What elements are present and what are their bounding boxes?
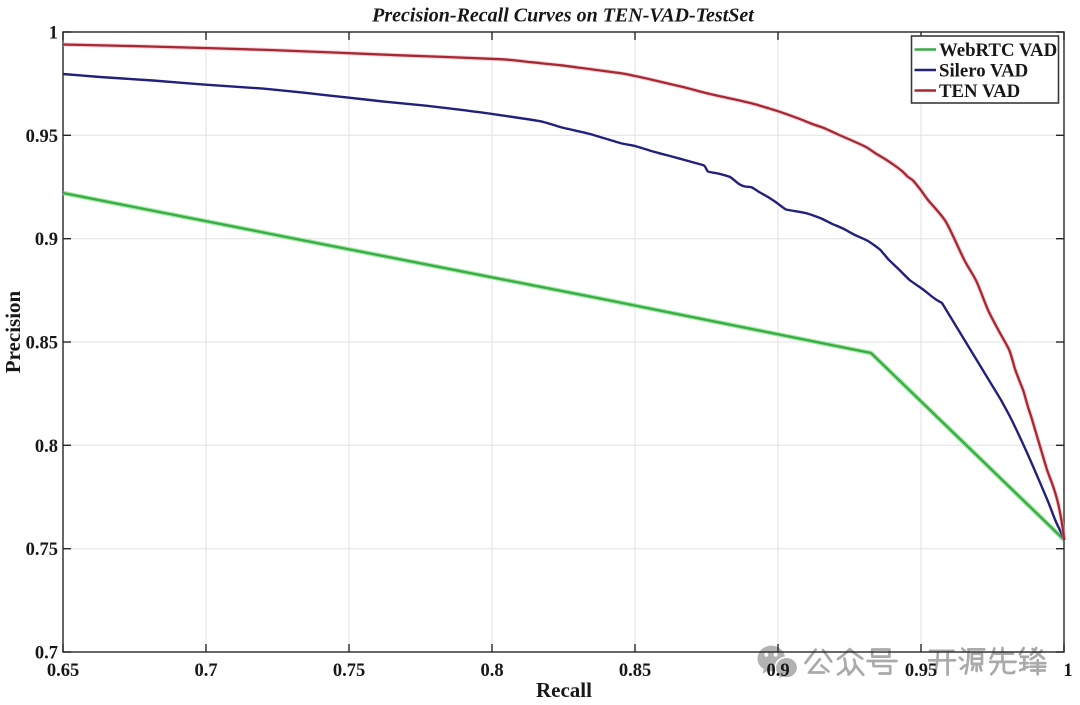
svg-text:WebRTC VAD: WebRTC VAD — [939, 40, 1057, 61]
svg-text:1: 1 — [1063, 661, 1072, 681]
svg-text:0.95: 0.95 — [26, 127, 58, 147]
svg-text:0.7: 0.7 — [194, 661, 217, 681]
svg-text:0.9: 0.9 — [766, 661, 789, 681]
svg-text:Recall: Recall — [536, 678, 592, 702]
svg-text:0.65: 0.65 — [47, 661, 79, 681]
svg-text:0.95: 0.95 — [905, 661, 937, 681]
svg-text:0.8: 0.8 — [35, 437, 58, 457]
svg-text:0.85: 0.85 — [26, 334, 58, 354]
svg-text:0.7: 0.7 — [35, 644, 58, 664]
svg-text:0.8: 0.8 — [480, 661, 503, 681]
svg-text:0.75: 0.75 — [333, 661, 365, 681]
svg-text:Silero VAD: Silero VAD — [939, 61, 1028, 82]
svg-text:TEN VAD: TEN VAD — [939, 81, 1020, 102]
svg-text:0.9: 0.9 — [35, 230, 58, 250]
svg-text:1: 1 — [49, 24, 58, 44]
svg-text:Precision-Recall Curves on TEN: Precision-Recall Curves on TEN-VAD-TestS… — [371, 5, 755, 27]
svg-text:0.75: 0.75 — [26, 540, 58, 560]
svg-text:Precision: Precision — [1, 290, 25, 373]
svg-text:0.85: 0.85 — [619, 661, 651, 681]
